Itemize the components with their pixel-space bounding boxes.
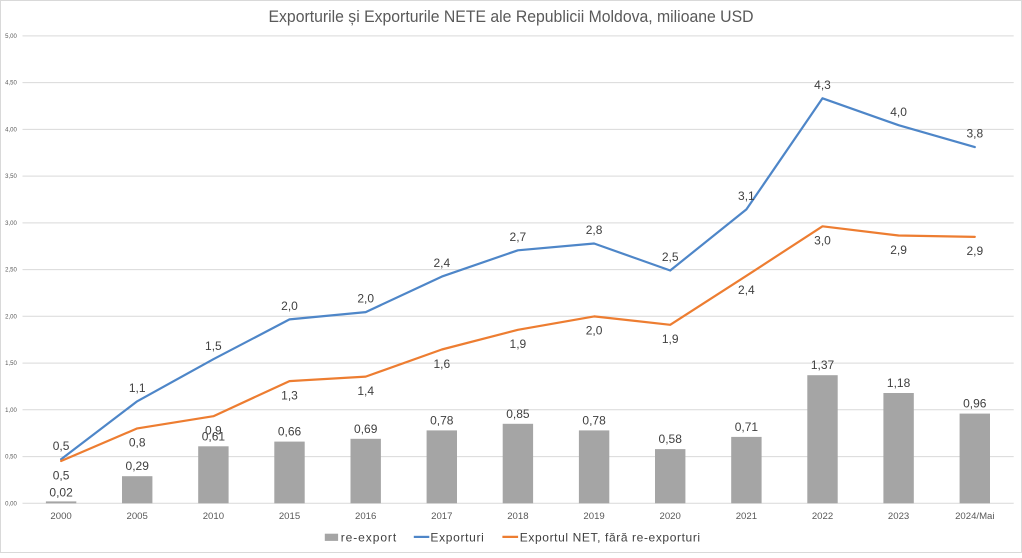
svg-text:4,50: 4,50: [5, 81, 17, 87]
svg-text:2,5: 2,5: [662, 250, 679, 264]
svg-text:1,9: 1,9: [662, 332, 679, 346]
svg-text:0,71: 0,71: [735, 420, 759, 434]
svg-text:Exportul NET, fără re-exportur: Exportul NET, fără re-exporturi: [520, 531, 700, 545]
svg-text:3,0: 3,0: [814, 234, 831, 248]
svg-text:0,5: 0,5: [53, 439, 70, 453]
svg-text:1,00: 1,00: [5, 408, 17, 414]
svg-text:0,78: 0,78: [430, 413, 454, 427]
svg-text:0,8: 0,8: [129, 436, 146, 450]
svg-text:1,5: 1,5: [205, 339, 222, 353]
svg-text:1,4: 1,4: [357, 384, 374, 398]
svg-text:2019: 2019: [583, 511, 604, 522]
svg-text:Exporturile și Exporturile NET: Exporturile și Exporturile NETE ale Repu…: [269, 7, 754, 26]
svg-text:1,9: 1,9: [510, 337, 527, 351]
svg-text:3,00: 3,00: [5, 221, 17, 227]
svg-text:2,4: 2,4: [433, 256, 450, 270]
svg-text:0,29: 0,29: [126, 459, 150, 473]
svg-text:5,00: 5,00: [5, 34, 17, 40]
svg-text:0,85: 0,85: [506, 407, 530, 421]
svg-text:0,5: 0,5: [53, 468, 70, 482]
svg-text:2,00: 2,00: [5, 314, 17, 320]
svg-text:4,3: 4,3: [814, 78, 831, 92]
svg-text:0,9: 0,9: [205, 424, 222, 438]
svg-text:1,1: 1,1: [129, 381, 146, 395]
svg-text:2005: 2005: [127, 511, 148, 522]
svg-text:0,02: 0,02: [49, 486, 73, 500]
svg-text:2015: 2015: [279, 511, 300, 522]
svg-text:0,61: 0,61: [202, 429, 226, 443]
svg-text:1,18: 1,18: [887, 376, 911, 390]
svg-text:2,9: 2,9: [966, 244, 983, 258]
svg-text:0,50: 0,50: [5, 455, 17, 461]
svg-text:4,0: 4,0: [890, 105, 907, 119]
svg-text:3,8: 3,8: [966, 127, 983, 141]
svg-text:2,9: 2,9: [890, 243, 907, 257]
svg-text:3,1: 3,1: [738, 189, 755, 203]
svg-text:2024/Mai: 2024/Mai: [955, 511, 994, 522]
svg-text:2010: 2010: [203, 511, 224, 522]
svg-text:Exporturi: Exporturi: [430, 531, 483, 545]
svg-text:2023: 2023: [888, 511, 909, 522]
svg-text:0,58: 0,58: [659, 432, 683, 446]
svg-text:4,00: 4,00: [5, 128, 17, 134]
svg-text:2018: 2018: [507, 511, 528, 522]
svg-text:2000: 2000: [50, 511, 71, 522]
svg-text:3,50: 3,50: [5, 174, 17, 180]
svg-text:1,37: 1,37: [811, 358, 835, 372]
svg-text:0,78: 0,78: [582, 413, 606, 427]
svg-text:2,0: 2,0: [281, 299, 298, 313]
svg-text:re-export: re-export: [341, 531, 397, 545]
svg-text:2,50: 2,50: [5, 268, 17, 274]
svg-text:0,66: 0,66: [278, 425, 302, 439]
svg-text:2016: 2016: [355, 511, 376, 522]
svg-text:2,0: 2,0: [586, 324, 603, 338]
svg-text:0,69: 0,69: [354, 422, 378, 436]
svg-text:0,00: 0,00: [5, 501, 17, 507]
svg-text:1,3: 1,3: [281, 388, 298, 402]
svg-text:2,0: 2,0: [357, 292, 374, 306]
svg-text:2,4: 2,4: [738, 283, 755, 297]
svg-text:2021: 2021: [736, 511, 757, 522]
svg-text:1,6: 1,6: [433, 357, 450, 371]
svg-text:0,96: 0,96: [963, 397, 987, 411]
svg-text:2,8: 2,8: [586, 223, 603, 237]
svg-text:2020: 2020: [660, 511, 681, 522]
svg-text:2022: 2022: [812, 511, 833, 522]
svg-text:1,50: 1,50: [5, 361, 17, 367]
svg-text:2017: 2017: [431, 511, 452, 522]
svg-text:2,7: 2,7: [510, 230, 527, 244]
